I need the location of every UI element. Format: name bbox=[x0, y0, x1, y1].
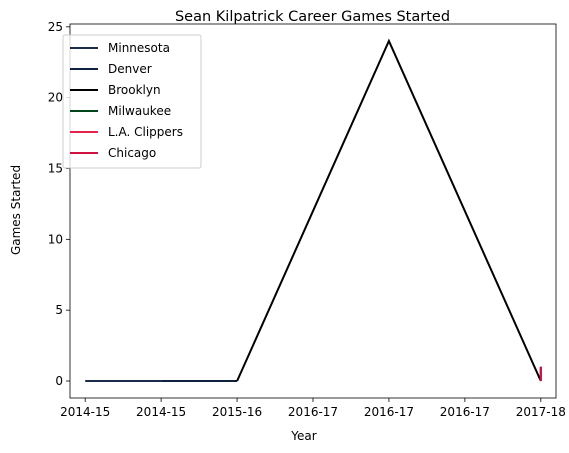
legend: Minnesota Denver Brooklyn Milwaukee L.A. Cli… bbox=[62, 34, 202, 169]
legend-label: Denver bbox=[108, 62, 152, 76]
series-line-brooklyn bbox=[236, 38, 542, 382]
y-axis-label: Games Started bbox=[9, 165, 23, 255]
y-tick-label: 10 bbox=[48, 232, 63, 246]
x-tick-label: 2015-16 bbox=[212, 405, 262, 419]
y-tick-label: 15 bbox=[48, 162, 63, 176]
x-tick-label: 2016-17 bbox=[440, 405, 490, 419]
x-tick-label: 2014-15 bbox=[136, 405, 186, 419]
x-tick-label: 2017-18 bbox=[516, 405, 566, 419]
x-tick-label: 2016-17 bbox=[364, 405, 414, 419]
chart-title: Sean Kilpatrick Career Games Started bbox=[175, 9, 450, 25]
x-tick-label: 2016-17 bbox=[288, 405, 338, 419]
series-lines bbox=[85, 38, 542, 382]
x-axis-ticks: 2014-15 2014-15 2015-16 2016-17 2016-17 2016-… bbox=[60, 398, 566, 419]
x-tick-label: 2014-15 bbox=[60, 405, 110, 419]
x-axis-label: Year bbox=[290, 429, 316, 443]
legend-label: L.A. Clippers bbox=[108, 125, 183, 139]
legend-label: Chicago bbox=[108, 146, 156, 160]
y-tick-label: 5 bbox=[55, 303, 63, 317]
legend-entries: Minnesota Denver Brooklyn Milwaukee L.A. Cli… bbox=[70, 41, 183, 160]
legend-label: Minnesota bbox=[108, 41, 170, 55]
y-tick-label: 0 bbox=[55, 374, 63, 388]
legend-label: Milwaukee bbox=[108, 104, 171, 118]
y-tick-label: 20 bbox=[48, 91, 63, 105]
legend-label: Brooklyn bbox=[108, 83, 161, 97]
y-tick-label: 25 bbox=[48, 20, 63, 34]
